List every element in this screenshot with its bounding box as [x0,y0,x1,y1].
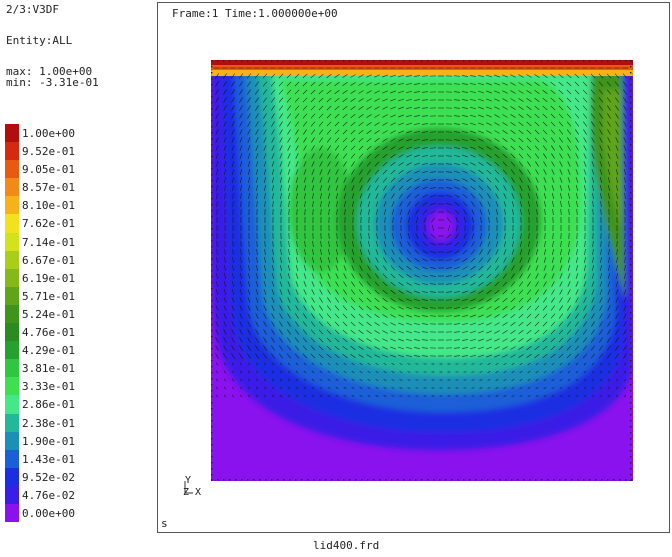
legend-swatch [5,323,19,342]
legend-swatch [5,286,19,305]
legend-swatch [5,124,19,143]
legend-label: 3.33e-01 [22,380,75,394]
legend-label: 4.76e-01 [22,326,75,340]
legend-label: 0.00e+00 [22,506,75,520]
boundary-nodes [211,60,633,481]
legend-swatch [5,359,19,378]
legend-label: 8.10e-01 [22,199,75,213]
legend-label: 1.43e-01 [22,452,75,466]
legend-swatch [5,431,19,450]
legend-swatch [5,449,19,468]
render-viewport[interactable]: Frame:1 Time:1.000000e+00 [157,2,670,533]
legend-swatch [5,413,19,432]
legend-swatch [5,214,19,233]
legend-swatch [5,268,19,287]
viewport-corner-label: s [161,517,168,530]
legend-swatch [5,395,19,414]
velocity-contour-plot [211,60,633,481]
legend-swatch [5,341,19,360]
legend-label: 9.52e-01 [22,145,75,159]
legend-label: 1.00e+00 [22,127,75,140]
legend-label: 9.52e-02 [22,470,75,484]
legend-swatch [5,178,19,197]
legend-swatch [5,467,19,486]
axis-y-label: Y [185,475,192,486]
file-name: lid400.frd [313,539,380,552]
legend-label: 1.90e-01 [22,434,75,448]
legend-swatch [5,196,19,215]
legend-swatch [5,142,19,161]
legend-label: 9.05e-01 [22,163,75,177]
dataset-label: 2/3:V3DF [6,3,59,16]
legend-label: 4.76e-02 [22,488,75,502]
legend-label: 5.71e-01 [22,289,75,303]
legend-label: 2.38e-01 [22,416,75,430]
axis-triad-icon [184,481,193,494]
legend-swatch [5,503,19,523]
legend-swatch [5,377,19,396]
legend-swatch [5,485,19,504]
legend-label: 7.14e-01 [22,235,75,249]
legend-label: 6.67e-01 [22,253,75,267]
legend-label: 7.62e-01 [22,217,75,231]
legend-label: 6.19e-01 [22,271,75,285]
legend-label: 8.57e-01 [22,181,75,195]
vortex-core [428,211,454,241]
entity-label: Entity:ALL [6,34,73,47]
legend-swatch [5,250,19,269]
axis-zx-label: Z X [183,487,202,498]
legend-label: 5.24e-01 [22,307,75,321]
max-value: max: 1.00e+00 [6,65,93,78]
min-value: min: -3.31e-01 [6,76,99,89]
legend-label: 4.29e-01 [22,344,75,358]
frame-time-label: Frame:1 Time:1.000000e+00 [172,7,338,20]
legend-label: 2.86e-01 [22,398,75,412]
legend-label: 3.81e-01 [22,362,75,376]
legend-swatch [5,232,19,251]
velocity-vectors [213,67,629,398]
legend-swatch [5,304,19,324]
legend-swatch [5,160,19,179]
